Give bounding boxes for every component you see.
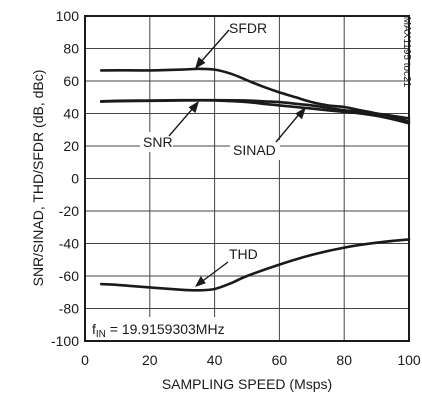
x-tick-label: 80 — [336, 352, 352, 368]
y-tick-label: 0 — [71, 171, 79, 187]
sinad-label-bg — [230, 140, 280, 160]
y-tick-label: 100 — [56, 8, 80, 24]
x-axis-label: SAMPLING SPEED (Msps) — [162, 376, 332, 392]
figure-code: MAX1195 toc21 — [401, 17, 412, 88]
condition-label: fIN = 19.9159303MHz — [92, 321, 225, 340]
series-line-thd — [99, 238, 411, 292]
sfdr-arrowhead — [195, 56, 206, 69]
sfdr-arrow — [198, 29, 230, 65]
y-tick-label: -40 — [59, 236, 79, 252]
plot-frame — [84, 15, 410, 342]
thd-label-bg — [226, 244, 260, 264]
x-tick-label: 100 — [397, 352, 421, 368]
y-axis-label: SNR/SINAD, THD/SFDR (dB, dBc) — [30, 70, 46, 287]
y-tick-label: 20 — [63, 138, 79, 154]
snr-label-bg — [140, 132, 173, 152]
snr-arrow — [168, 106, 195, 137]
x-tick-label: 20 — [142, 352, 158, 368]
x-tick-label: 60 — [272, 352, 288, 368]
series-lines — [99, 67, 411, 292]
tick-labels: 0 20 40 60 80 100 100 80 60 40 20 0 -20 -40 -60 -80 -100 — [51, 8, 421, 368]
y-tick-label: 80 — [63, 41, 79, 57]
x-tick-label: 40 — [207, 352, 223, 368]
condition-subscript: IN — [96, 329, 106, 340]
condition-prefix: f — [92, 321, 96, 337]
y-tick-label: -100 — [51, 333, 79, 349]
sinad-arrow — [275, 111, 302, 143]
y-tick-label: -60 — [59, 268, 79, 284]
sfdr-label-bg — [226, 18, 268, 38]
y-tick-label: 40 — [63, 106, 79, 122]
y-tick-label: 60 — [63, 73, 79, 89]
condition-box — [88, 317, 260, 340]
annotations: SFDR SNR SINAD THD — [140, 18, 306, 287]
sinad-arrowhead — [295, 107, 306, 120]
y-tick-label: -20 — [59, 203, 79, 219]
series-line-sfdr — [99, 67, 411, 123]
sinad-label: SINAD — [233, 142, 276, 158]
grid — [85, 16, 409, 341]
thd-label: THD — [229, 246, 258, 262]
condition-value: = 19.9159303MHz — [106, 321, 225, 337]
thd-arrow — [199, 261, 229, 284]
thd-arrowhead — [195, 276, 206, 287]
y-tick-label: -80 — [59, 301, 79, 317]
snr-arrowhead — [188, 101, 199, 114]
snr-label: SNR — [143, 134, 173, 150]
x-tick-label: 0 — [81, 352, 89, 368]
sfdr-label: SFDR — [229, 20, 267, 36]
series-line-sinad — [99, 99, 411, 125]
